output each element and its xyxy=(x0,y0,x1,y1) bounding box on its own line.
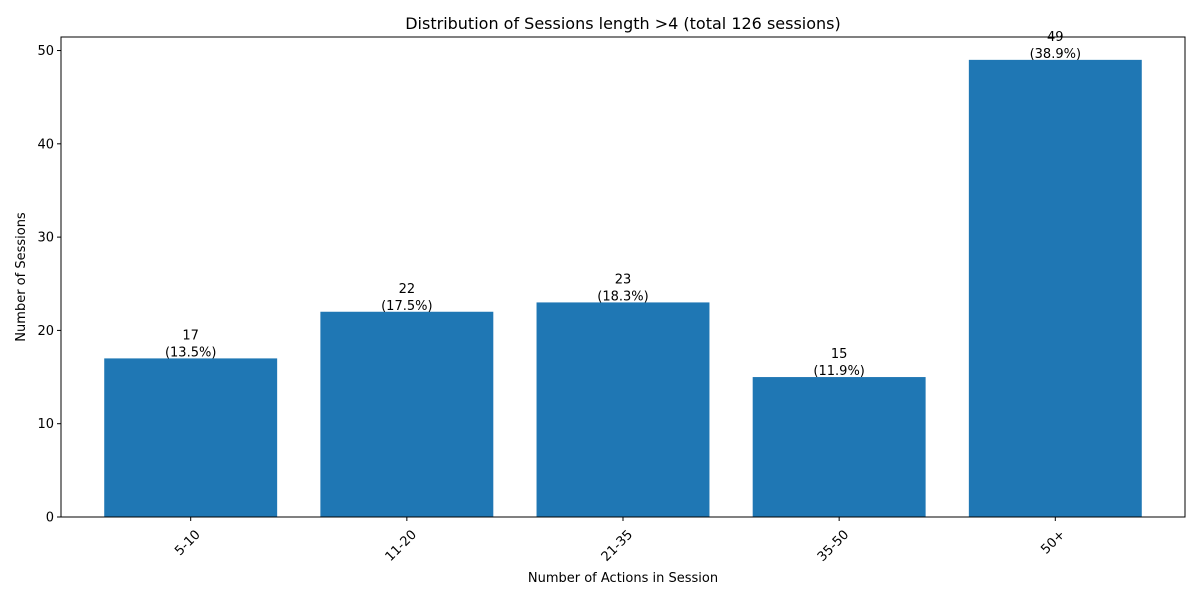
data-label-percent: (11.9%) xyxy=(813,364,864,379)
y-tick-label: 0 xyxy=(46,511,54,526)
bar-21-35 xyxy=(536,302,710,517)
data-label-percent: (38.9%) xyxy=(1030,47,1081,62)
x-axis-label: Number of Actions in Session xyxy=(528,571,718,586)
bars-group xyxy=(104,59,1142,517)
bar-5-10 xyxy=(104,358,278,517)
data-label-value: 15 xyxy=(831,347,848,362)
y-tick-label: 10 xyxy=(37,417,54,432)
bar-11-20 xyxy=(320,311,494,517)
x-tick-label: 21-35 xyxy=(599,527,636,564)
plot-frame xyxy=(60,36,1186,518)
y-tick-label: 30 xyxy=(37,231,54,246)
data-label-percent: (17.5%) xyxy=(381,299,432,314)
y-tick-label: 40 xyxy=(37,137,54,152)
y-tick-label: 20 xyxy=(37,324,54,339)
data-label-percent: (18.3%) xyxy=(597,289,648,304)
x-axis: 5-10 11-20 21-35 35-50 50+ xyxy=(172,517,1068,565)
chart-title: Distribution of Sessions length >4 (tota… xyxy=(405,14,841,33)
data-label-value: 23 xyxy=(615,272,632,287)
y-axis: 0 10 20 30 40 50 xyxy=(37,44,61,526)
y-axis-label: Number of Sessions xyxy=(14,212,29,342)
y-tick-label: 50 xyxy=(37,44,54,59)
x-tick-label: 11-20 xyxy=(383,527,420,564)
x-tick-label: 50+ xyxy=(1038,527,1068,557)
data-label-value: 17 xyxy=(182,328,199,343)
x-tick-label: 35-50 xyxy=(815,527,852,564)
bar-35-50 xyxy=(752,377,926,517)
x-tick-label: 5-10 xyxy=(172,527,203,558)
data-label-value: 22 xyxy=(399,282,416,297)
bar-50+ xyxy=(968,59,1142,517)
data-label-percent: (13.5%) xyxy=(165,345,216,360)
